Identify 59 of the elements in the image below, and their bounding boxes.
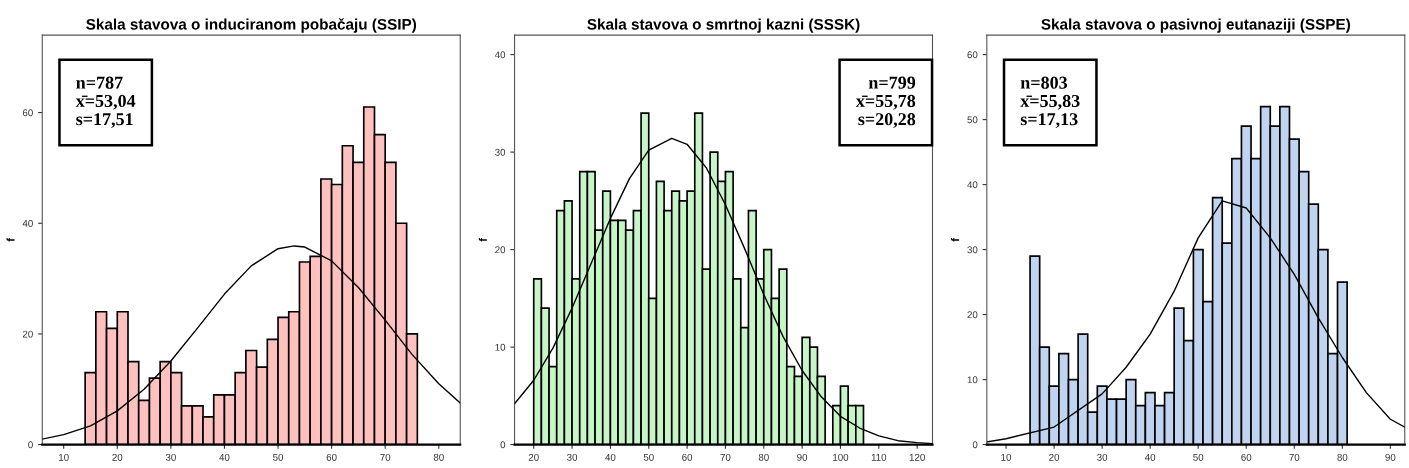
y-axis-title: f [951,237,960,242]
x-tick-label: 50 [1193,453,1204,461]
x-tick-label: 80 [758,453,769,461]
annotation: n=799 [868,76,916,89]
y-axis-title: f [478,237,487,242]
y-tick-label: 60 [22,109,33,117]
x-tick-label: 20 [1049,453,1060,461]
x-tick-label: 20 [112,453,123,461]
x-tick-label: 50 [273,453,284,461]
y-tick-label: 10 [495,343,506,351]
y-tick-label: 60 [967,51,978,59]
y-tick-label: 50 [967,116,978,124]
x-tick-label: 10 [1001,453,1012,461]
y-tick-label: 40 [22,219,33,227]
x-tick-label: 30 [567,453,578,461]
annotation: x̄=53,04 [75,94,136,110]
y-tick-label: 20 [495,246,506,254]
x-tick-label: 50 [643,453,654,461]
y-tick-label: 0 [28,441,33,449]
chart-title: Skala stavova o smrtnoj kazni (SSSK) [587,18,860,33]
y-axis-title: f [6,237,15,242]
x-tick-label: 40 [219,453,230,461]
annotation: x̄=55,83 [1020,94,1080,110]
y-tick-label: 30 [967,246,978,254]
annotation: s=20,28 [858,113,916,128]
x-tick-label: 60 [1241,453,1252,461]
annotation: s=17,13 [1020,113,1078,128]
x-tick-label: 80 [433,453,444,461]
chart-title: Skala stavova o pasivnoj eutanaziji (SSPE) [1041,18,1351,33]
annotation: s=17,51 [76,113,133,128]
y-tick-label: 20 [22,330,33,338]
x-tick-label: 40 [1144,453,1156,461]
y-tick-label: 20 [967,311,978,319]
x-tick-label: 30 [1097,453,1108,461]
x-tick-label: 110 [871,453,887,461]
x-tick-label: 30 [165,453,176,461]
x-tick-label: 10 [59,453,69,461]
x-tick-label: 70 [380,453,391,461]
x-tick-label: 80 [1337,453,1348,461]
x-tick-label: 70 [1289,453,1300,461]
y-tick-label: 40 [967,181,978,189]
y-tick-label: 30 [495,148,506,156]
x-tick-label: 70 [720,453,731,461]
annotation: n=803 [1020,76,1068,89]
x-tick-label: 20 [528,453,539,461]
y-tick-label: 0 [972,441,978,449]
y-tick-label: 10 [967,376,978,384]
chart-title: Skala stavova o induciranom pobačaju (SSIP) [86,18,417,33]
x-tick-label: 90 [1385,453,1396,461]
x-tick-label: 100 [833,453,849,461]
x-tick-label: 40 [605,453,616,461]
annotation: n=787 [76,76,123,89]
y-tick-label: 0 [500,441,506,449]
x-tick-label: 60 [326,453,337,461]
x-tick-label: 60 [682,453,693,461]
x-tick-label: 120 [909,453,925,461]
annotation: x̄=55,78 [855,94,916,110]
y-tick-label: 40 [494,51,506,59]
x-tick-label: 90 [797,453,808,461]
